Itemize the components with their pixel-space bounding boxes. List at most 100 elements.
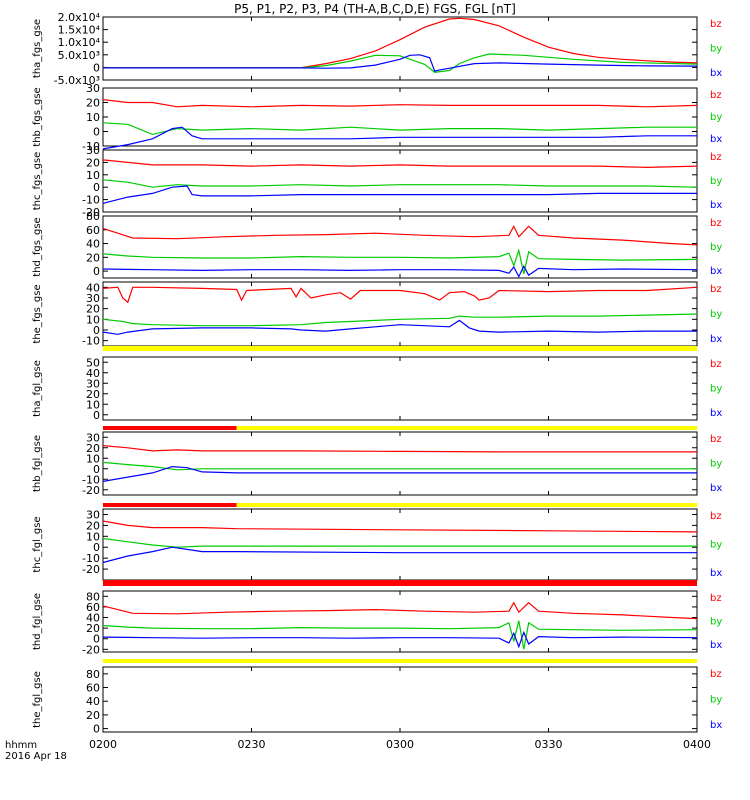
panel-ylabel: thb_fgs_gse bbox=[32, 87, 43, 146]
y-tick-label: 20 bbox=[86, 622, 100, 635]
y-tick-label: -5.0x10³ bbox=[54, 74, 100, 87]
series-bz bbox=[102, 286, 698, 304]
series-by bbox=[102, 179, 698, 188]
series-by bbox=[102, 461, 697, 471]
legend-bz: bz bbox=[710, 152, 722, 163]
panel-ylabel: the_fgl_gse bbox=[32, 671, 43, 728]
series-bz bbox=[102, 99, 698, 108]
y-tick-label: 0 bbox=[93, 324, 100, 337]
legend-bx: bx bbox=[710, 483, 722, 494]
y-tick-label: 0 bbox=[93, 61, 100, 74]
legend-bz: bz bbox=[710, 218, 722, 229]
flag-bar-5 bbox=[103, 659, 697, 663]
series-by bbox=[102, 537, 697, 548]
series-bx bbox=[103, 54, 698, 72]
legend-by: by bbox=[710, 309, 722, 320]
panel-ylabel: thc_fgs_gse bbox=[32, 152, 43, 211]
y-tick-label: 60 bbox=[86, 601, 100, 614]
series-by bbox=[102, 248, 698, 275]
legend-bx: bx bbox=[710, 200, 722, 211]
y-tick-label: 30 bbox=[86, 82, 100, 95]
y-tick-label: 80 bbox=[86, 668, 100, 681]
legend-by: by bbox=[710, 617, 722, 628]
legend-bx: bx bbox=[710, 266, 722, 277]
y-tick-label: 0 bbox=[93, 463, 100, 476]
legend-bz: bz bbox=[710, 511, 722, 522]
y-tick-label: 20 bbox=[86, 709, 100, 722]
y-tick-label: 0 bbox=[93, 723, 100, 736]
x-tick-label: 0200 bbox=[89, 738, 117, 751]
y-tick-label: 10 bbox=[86, 530, 100, 543]
legend-by: by bbox=[710, 112, 722, 123]
series-bx bbox=[102, 630, 698, 649]
y-tick-label: 0 bbox=[93, 126, 100, 139]
panel-ylabel: tha_fgl_gse bbox=[32, 360, 43, 417]
legend-bz: bz bbox=[710, 284, 722, 295]
series-bx bbox=[102, 319, 697, 335]
panel-ylabel: thc_fgl_gse bbox=[32, 516, 43, 572]
panel-frame bbox=[102, 16, 698, 81]
x-tick-label: 0300 bbox=[386, 738, 414, 751]
flag-bar-1 bbox=[103, 346, 697, 351]
y-tick-label: 30 bbox=[86, 377, 100, 390]
y-tick-label: -20 bbox=[82, 643, 100, 656]
y-tick-label: 10 bbox=[86, 169, 100, 182]
x-tick-label: 0400 bbox=[683, 738, 711, 751]
series-by bbox=[102, 313, 698, 327]
series-by bbox=[103, 53, 698, 74]
series-bx bbox=[102, 126, 697, 150]
y-tick-label: -10 bbox=[82, 194, 100, 207]
y-tick-label: 20 bbox=[86, 519, 100, 532]
panel-frame bbox=[102, 508, 698, 581]
y-tick-label: 40 bbox=[86, 281, 100, 294]
flag-bar-3 bbox=[236, 503, 697, 507]
y-tick-label: 60 bbox=[86, 224, 100, 237]
legend-bz: bz bbox=[710, 90, 722, 101]
series-by bbox=[102, 620, 698, 650]
panel-ylabel: thb_fgl_gse bbox=[32, 435, 43, 492]
legend-bx: bx bbox=[710, 568, 722, 579]
panel-frame bbox=[102, 356, 698, 421]
series-bz bbox=[102, 445, 697, 453]
y-tick-label: -20 bbox=[82, 206, 100, 219]
y-tick-label: 40 bbox=[86, 612, 100, 625]
legend-bx: bx bbox=[710, 408, 722, 419]
legend-by: by bbox=[710, 44, 722, 55]
legend-bz: bz bbox=[710, 669, 722, 680]
y-tick-label: 1.5x10⁴ bbox=[58, 24, 101, 37]
series-bx bbox=[102, 546, 697, 564]
series-bx bbox=[102, 264, 698, 278]
x-tick-label: 0230 bbox=[238, 738, 266, 751]
legend-bx: bx bbox=[710, 334, 722, 345]
legend-bz: bz bbox=[710, 593, 722, 604]
y-tick-label: 0 bbox=[93, 409, 100, 422]
y-tick-label: 20 bbox=[86, 156, 100, 169]
series-bz bbox=[102, 520, 698, 533]
y-tick-label: 30 bbox=[86, 292, 100, 305]
y-tick-label: 40 bbox=[86, 238, 100, 251]
chart-title: P5, P1, P2, P3, P4 (TH-A,B,C,D,E) FGS, F… bbox=[234, 2, 516, 16]
y-tick-label: 20 bbox=[86, 442, 100, 455]
y-tick-label: 80 bbox=[86, 590, 100, 603]
legend-by: by bbox=[710, 242, 722, 253]
panel-ylabel: thd_fgl_gse bbox=[32, 593, 43, 650]
date-label: 2016 Apr 18 bbox=[5, 751, 67, 762]
legend-bx: bx bbox=[710, 134, 722, 145]
panel-frame bbox=[102, 431, 698, 496]
y-tick-label: -20 bbox=[82, 484, 100, 497]
y-tick-label: 0 bbox=[93, 181, 100, 194]
y-tick-label: -10 bbox=[82, 473, 100, 486]
y-tick-label: 60 bbox=[86, 682, 100, 695]
legend-by: by bbox=[710, 540, 722, 551]
flag-bar-4 bbox=[103, 580, 697, 586]
y-tick-label: 0 bbox=[93, 633, 100, 646]
legend-bz: bz bbox=[710, 434, 722, 445]
flag-bar-3 bbox=[103, 503, 237, 507]
y-tick-label: 10 bbox=[86, 313, 100, 326]
y-tick-label: 40 bbox=[86, 695, 100, 708]
series-bz bbox=[103, 17, 698, 69]
panel-ylabel: tha_fgs_gse bbox=[32, 19, 43, 78]
legend-bx: bx bbox=[710, 720, 722, 731]
y-tick-label: 20 bbox=[86, 388, 100, 401]
